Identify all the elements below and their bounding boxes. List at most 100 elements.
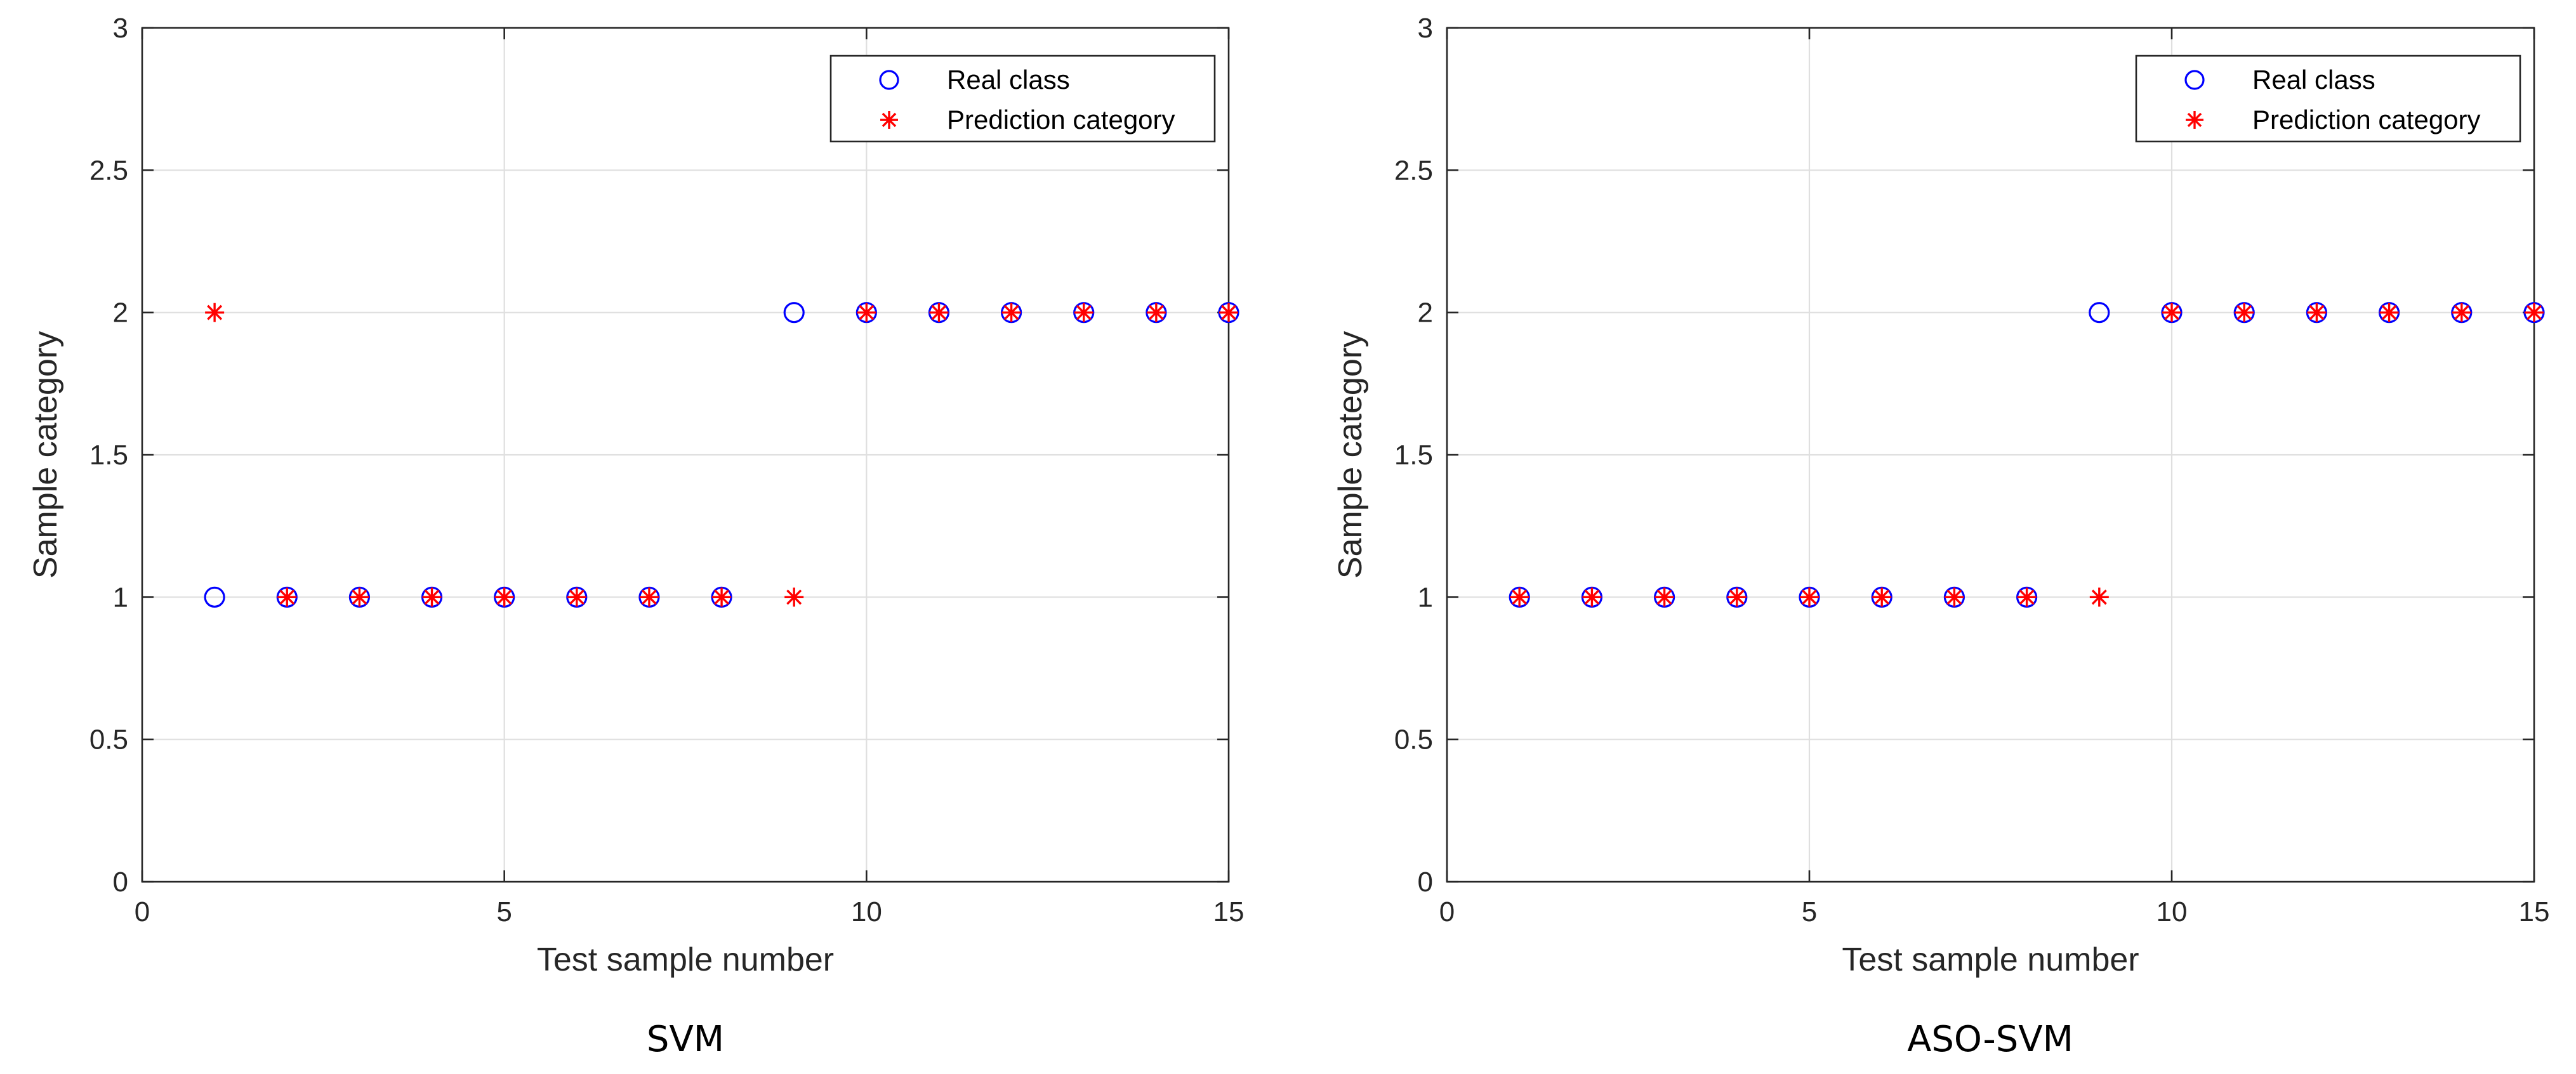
- legend-box: [2135, 55, 2521, 143]
- prediction-marker: [1872, 587, 1892, 607]
- prediction-marker: [639, 587, 659, 607]
- y-tick-label: 1.5: [1394, 440, 1433, 471]
- y-tick-label: 1: [113, 582, 128, 613]
- marker-stroke: [279, 589, 295, 605]
- prediction-marker: [1582, 587, 1602, 607]
- series-prediction-category: [205, 303, 1238, 607]
- marker-stroke: [424, 589, 440, 605]
- prediction-marker: [2235, 303, 2254, 322]
- real-class-marker: [783, 302, 805, 324]
- prediction-marker: [2307, 303, 2327, 322]
- marker-stroke: [641, 589, 657, 605]
- legend-circle-icon: [2184, 70, 2205, 90]
- panel-caption: ASO-SVM: [1907, 1019, 2073, 1060]
- marker-stroke: [1874, 589, 1890, 605]
- prediction-marker: [205, 303, 225, 322]
- x-tick-label: 0: [1439, 896, 1455, 927]
- prediction-marker: [929, 303, 949, 322]
- marker-stroke: [2236, 305, 2252, 320]
- marker-stroke: [569, 589, 585, 605]
- legend-circle-icon: [879, 70, 899, 90]
- x-tick-label: 15: [1213, 896, 1245, 927]
- y-tick-label: 2.5: [1394, 155, 1433, 186]
- real-class-marker: [2089, 302, 2110, 324]
- marker-stroke: [1220, 305, 1237, 320]
- legend-asterisk-icon: [2186, 111, 2203, 129]
- y-tick-label: 0: [1418, 867, 1433, 898]
- prediction-marker: [857, 303, 876, 322]
- legend-label: Prediction category: [2252, 105, 2481, 134]
- x-tick-label: 0: [135, 896, 150, 927]
- y-tick-label: 0: [113, 867, 128, 898]
- marker-stroke: [2454, 305, 2469, 320]
- marker-stroke: [1003, 305, 1019, 320]
- marker-stroke: [1076, 305, 1092, 320]
- marker-stroke: [1512, 589, 1528, 605]
- prediction-marker: [1945, 587, 1964, 607]
- x-tick-label: 5: [1802, 896, 1817, 927]
- marker-stroke: [1656, 589, 1672, 605]
- marker-stroke: [2381, 305, 2397, 320]
- prediction-marker: [2525, 303, 2544, 322]
- chart-panel-1: 0 5 10 15 0 0.5 1 1.5 2 2.5 3 Test sample number Sam…: [27, 13, 1244, 1060]
- prediction-marker: [1219, 303, 1238, 322]
- chart-panel-2: 0 5 10 15 0 0.5 1 1.5 2 2.5 3 Test sample number Sam…: [1332, 13, 2549, 1060]
- marker-stroke: [2091, 589, 2107, 605]
- marker-stroke: [496, 589, 512, 605]
- prediction-marker: [1001, 303, 1021, 322]
- marker-stroke: [931, 305, 947, 320]
- x-tick-label: 5: [496, 896, 512, 927]
- marker-stroke: [1946, 589, 1962, 605]
- y-axis-label: Sample category: [27, 331, 64, 579]
- y-tick-label: 1.5: [89, 440, 128, 471]
- marker-stroke: [1584, 589, 1600, 605]
- y-axis-label: Sample category: [1332, 331, 1369, 579]
- prediction-marker: [1727, 587, 1747, 607]
- x-tick-label: 15: [2519, 896, 2550, 927]
- panel-caption: SVM: [647, 1019, 724, 1060]
- prediction-marker: [494, 587, 514, 607]
- prediction-marker: [784, 587, 804, 607]
- marker-stroke: [207, 305, 223, 320]
- legend-box: [829, 55, 1216, 143]
- y-tick-label: 0.5: [89, 724, 128, 756]
- y-tick-label: 1: [1418, 582, 1433, 613]
- prediction-marker: [277, 587, 297, 607]
- marker-stroke: [882, 112, 897, 128]
- x-axis-label: Test sample number: [537, 941, 834, 978]
- y-tick-label: 0.5: [1394, 724, 1433, 756]
- x-tick-label: 10: [851, 896, 882, 927]
- y-tick-label: 2.5: [89, 155, 128, 186]
- marker-stroke: [2019, 589, 2035, 605]
- marker-stroke: [1148, 305, 1164, 320]
- marker-stroke: [1729, 589, 1745, 605]
- prediction-marker: [1655, 587, 1674, 607]
- x-tick-label: 10: [2157, 896, 2188, 927]
- marker-stroke: [2187, 112, 2202, 128]
- prediction-marker: [2162, 303, 2181, 322]
- legend: Real class Prediction category: [829, 55, 1216, 143]
- marker-stroke: [2163, 305, 2180, 320]
- prediction-marker: [350, 587, 369, 607]
- marker-stroke: [2309, 305, 2325, 320]
- y-tick-label: 2: [1418, 298, 1433, 329]
- prediction-marker: [567, 587, 586, 607]
- prediction-marker: [1074, 303, 1093, 322]
- real-class-marker: [204, 586, 225, 608]
- prediction-marker: [422, 587, 442, 607]
- marker-stroke: [859, 305, 875, 320]
- marker-stroke: [1801, 589, 1818, 605]
- y-tick-label: 3: [1418, 13, 1433, 44]
- prediction-marker: [1510, 587, 1529, 607]
- legend-label: Prediction category: [947, 105, 1175, 134]
- prediction-marker: [712, 587, 732, 607]
- legend-asterisk-icon: [880, 111, 898, 129]
- marker-stroke: [714, 589, 730, 605]
- y-tick-label: 2: [113, 298, 128, 329]
- legend: Real class Prediction category: [2135, 55, 2521, 143]
- y-tick-label: 3: [113, 13, 128, 44]
- marker-stroke: [786, 589, 802, 605]
- marker-stroke: [2526, 305, 2542, 320]
- series-prediction-category: [1510, 303, 2544, 607]
